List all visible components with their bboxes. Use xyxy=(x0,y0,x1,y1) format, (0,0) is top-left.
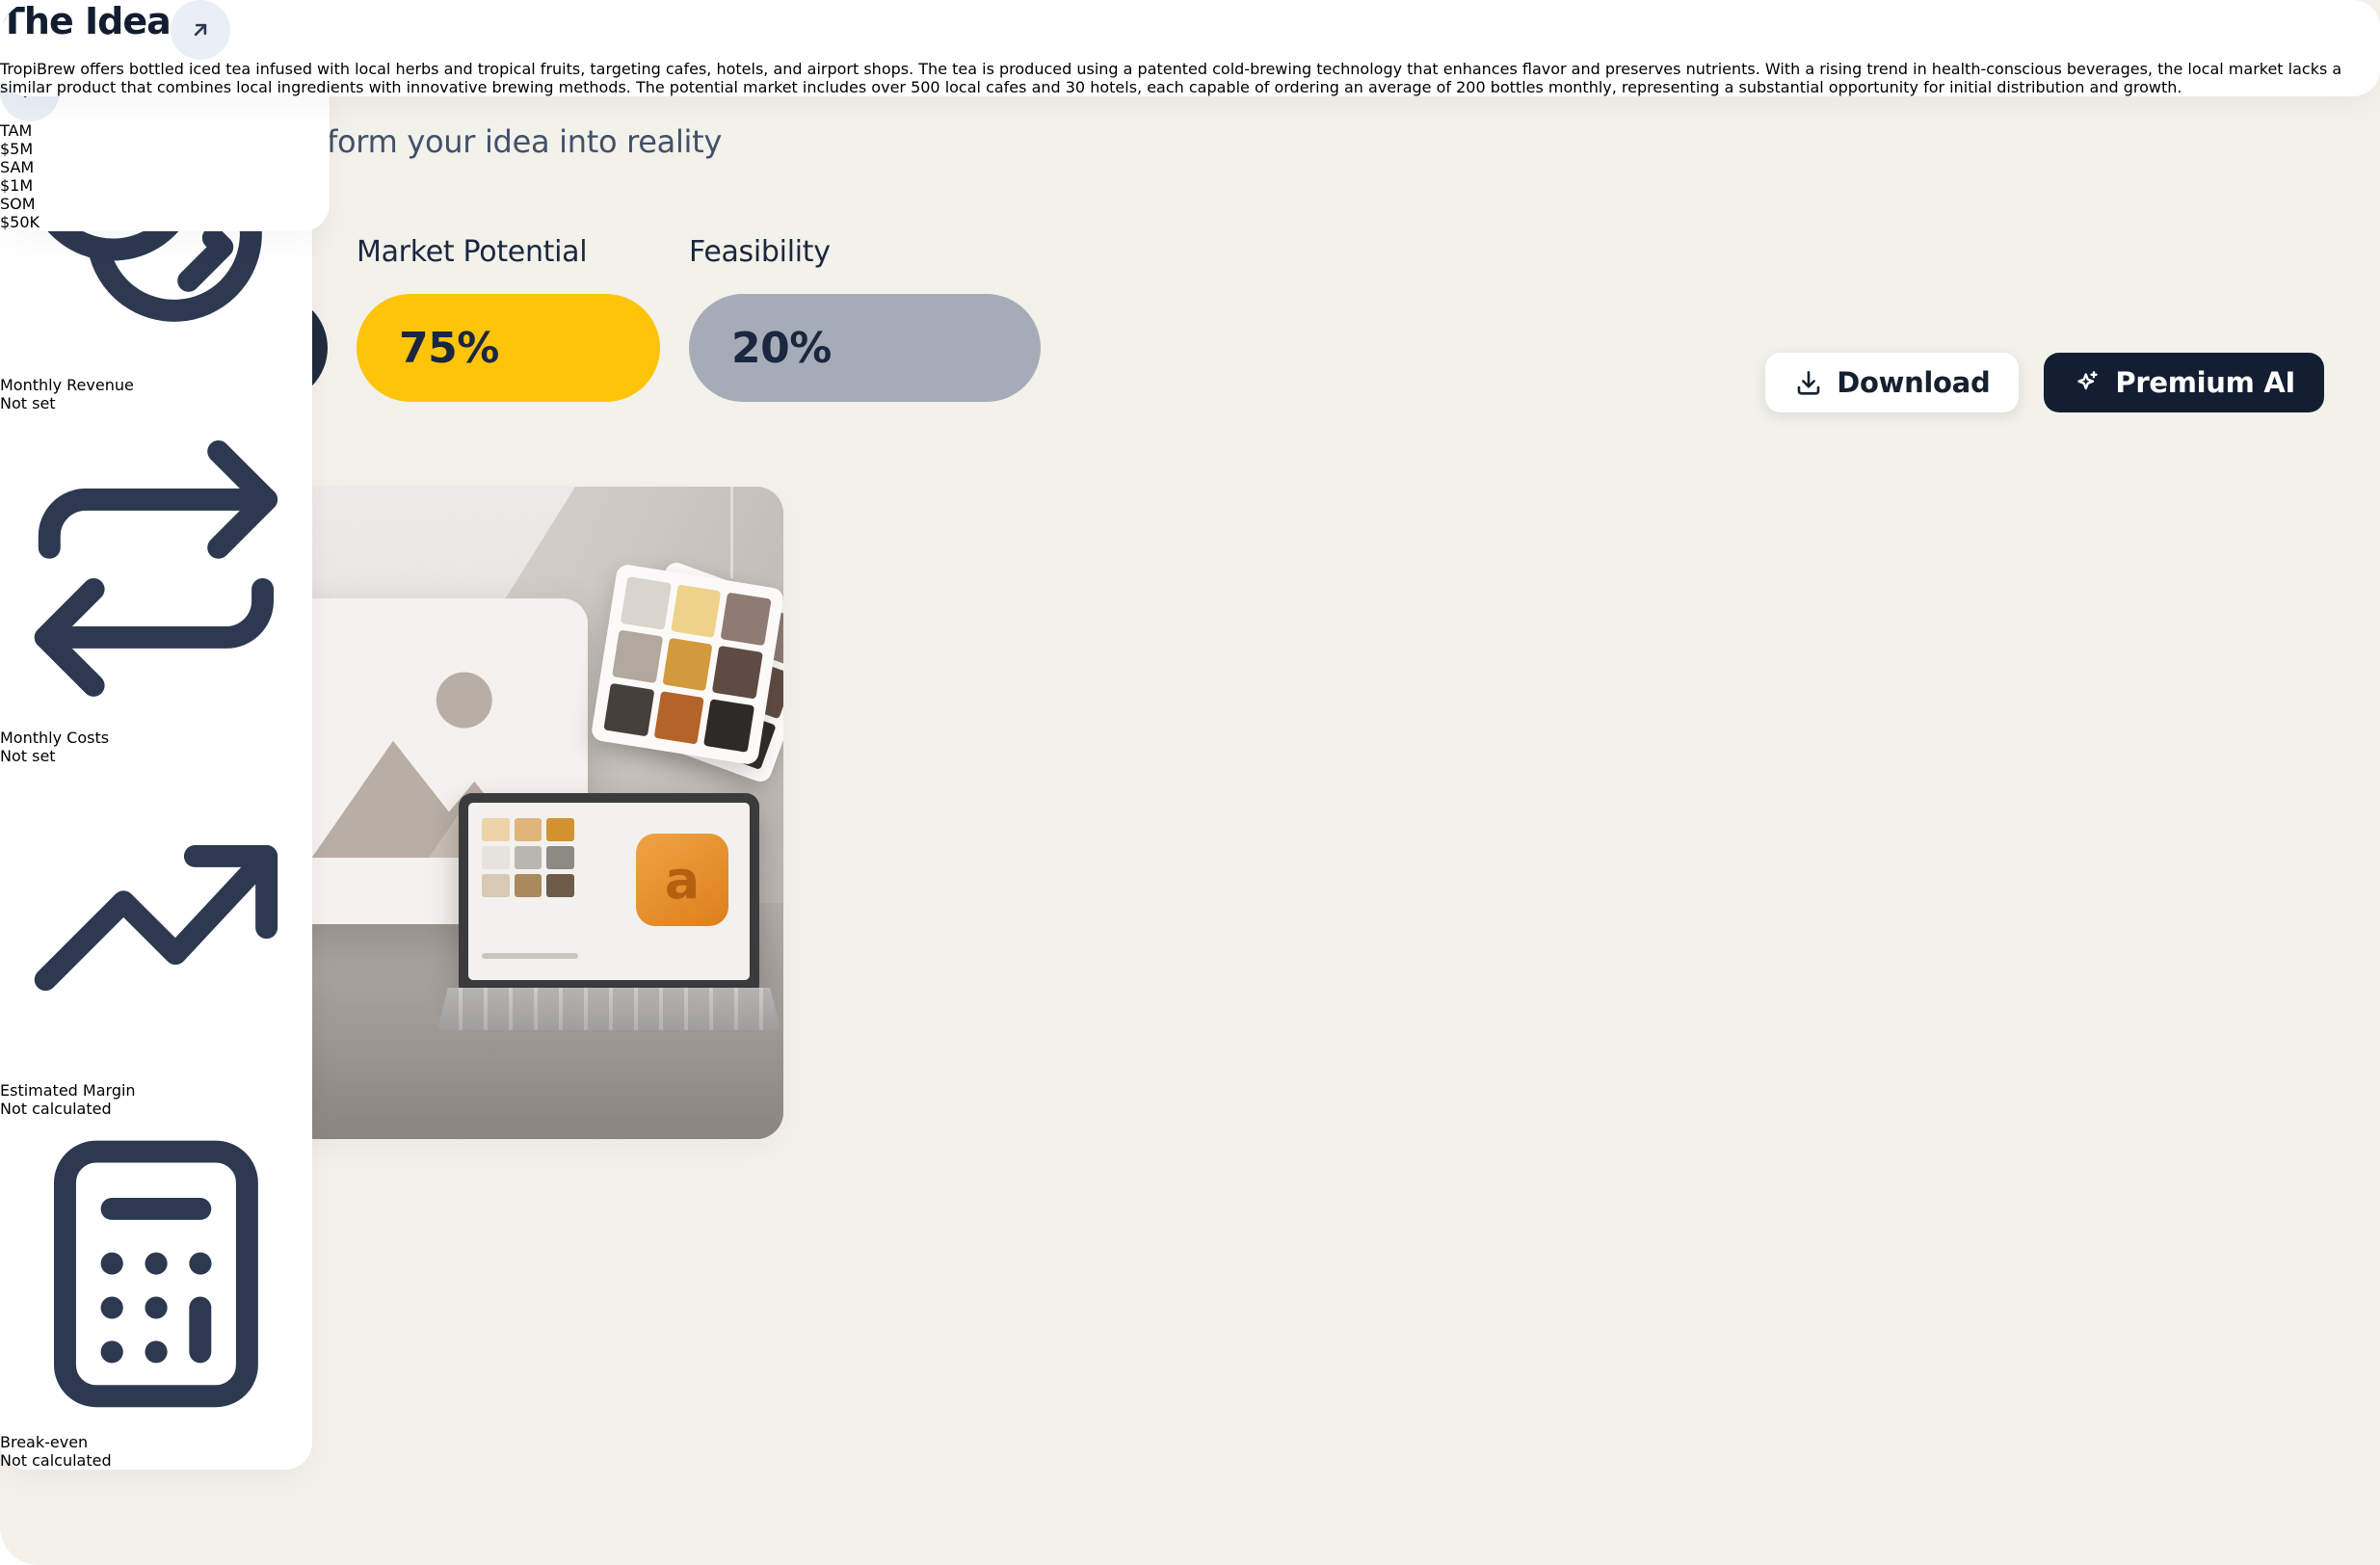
finance-value: Not set xyxy=(0,746,56,765)
download-label: Download xyxy=(1837,366,1991,399)
finance-label: Monthly Revenue xyxy=(0,375,134,394)
header-actions: Download Premium AI xyxy=(1765,353,2324,412)
finance-row-estimated-margin: Estimated Margin Not calculated xyxy=(0,765,312,1118)
som-text: SOM $50K xyxy=(0,195,330,231)
brand-logo: a xyxy=(636,834,728,926)
premium-ai-label: Premium AI xyxy=(2115,366,2295,399)
laptop-keyboard xyxy=(437,988,780,1030)
premium-ai-button[interactable]: Premium AI xyxy=(2044,353,2324,412)
laptop-palette xyxy=(482,818,574,897)
tam-sam-som-chart: TAM $5M SAM $1M SOM $50K xyxy=(0,121,330,231)
idea-description: TropiBrew offers bottled iced tea infuse… xyxy=(0,60,2342,96)
finance-row-monthly-costs: Monthly Costs Not set xyxy=(0,412,312,765)
screen-line xyxy=(482,953,578,959)
idea-title: The Idea xyxy=(0,0,172,42)
som-value: $50K xyxy=(0,213,40,231)
score-value: 20% xyxy=(731,323,832,373)
laptop-screen: a xyxy=(459,793,759,990)
finance-label: Monthly Costs xyxy=(0,728,110,747)
tam-value: $5M xyxy=(0,140,34,158)
tam-label: TAM xyxy=(0,121,33,140)
brand-logo-letter: a xyxy=(664,849,701,911)
download-button[interactable]: Download xyxy=(1765,353,2020,412)
finance-value: Not set xyxy=(0,393,56,412)
sam-text: SAM $1M xyxy=(0,158,330,195)
finance-value: Not calculated xyxy=(0,1451,112,1471)
score-label: Feasibility xyxy=(689,235,831,269)
download-icon xyxy=(1797,370,1820,395)
sam-value: $1M xyxy=(0,176,34,195)
score-feasibility: Feasibility 20% xyxy=(689,235,1041,402)
hanging-string xyxy=(730,487,733,578)
finance-value: Not calculated xyxy=(0,1099,112,1118)
finance-label: Estimated Margin xyxy=(0,1080,136,1100)
score-market-potential: Market Potential 75% xyxy=(357,235,660,402)
idea-expand-button[interactable] xyxy=(170,0,230,60)
sparkles-icon xyxy=(2077,371,2099,390)
idea-card: The Idea TropiBrew offers bottled iced t… xyxy=(0,0,2380,96)
calculator-icon xyxy=(0,1118,312,1434)
sam-label: SAM xyxy=(0,158,35,176)
score-pill-feasibility: 20% xyxy=(689,294,1041,402)
score-label: Market Potential xyxy=(357,235,588,269)
som-label: SOM xyxy=(0,195,36,213)
laptop-base xyxy=(430,1030,783,1044)
color-swatch-card xyxy=(590,563,783,766)
score-value: 75% xyxy=(399,323,499,373)
finance-plan-card: Finance Plan Monthly Revenue xyxy=(0,0,312,1471)
finance-row-break-even: Break-even Not calculated xyxy=(0,1118,312,1471)
trending-up-icon xyxy=(0,765,312,1081)
score-pill-market-potential: 75% xyxy=(357,294,660,402)
tam-text: TAM $5M xyxy=(0,121,330,158)
arrow-up-right-icon xyxy=(194,23,206,37)
repeat-icon xyxy=(0,412,312,729)
finance-label: Break-even xyxy=(0,1433,89,1452)
laptop: a xyxy=(430,793,783,1044)
